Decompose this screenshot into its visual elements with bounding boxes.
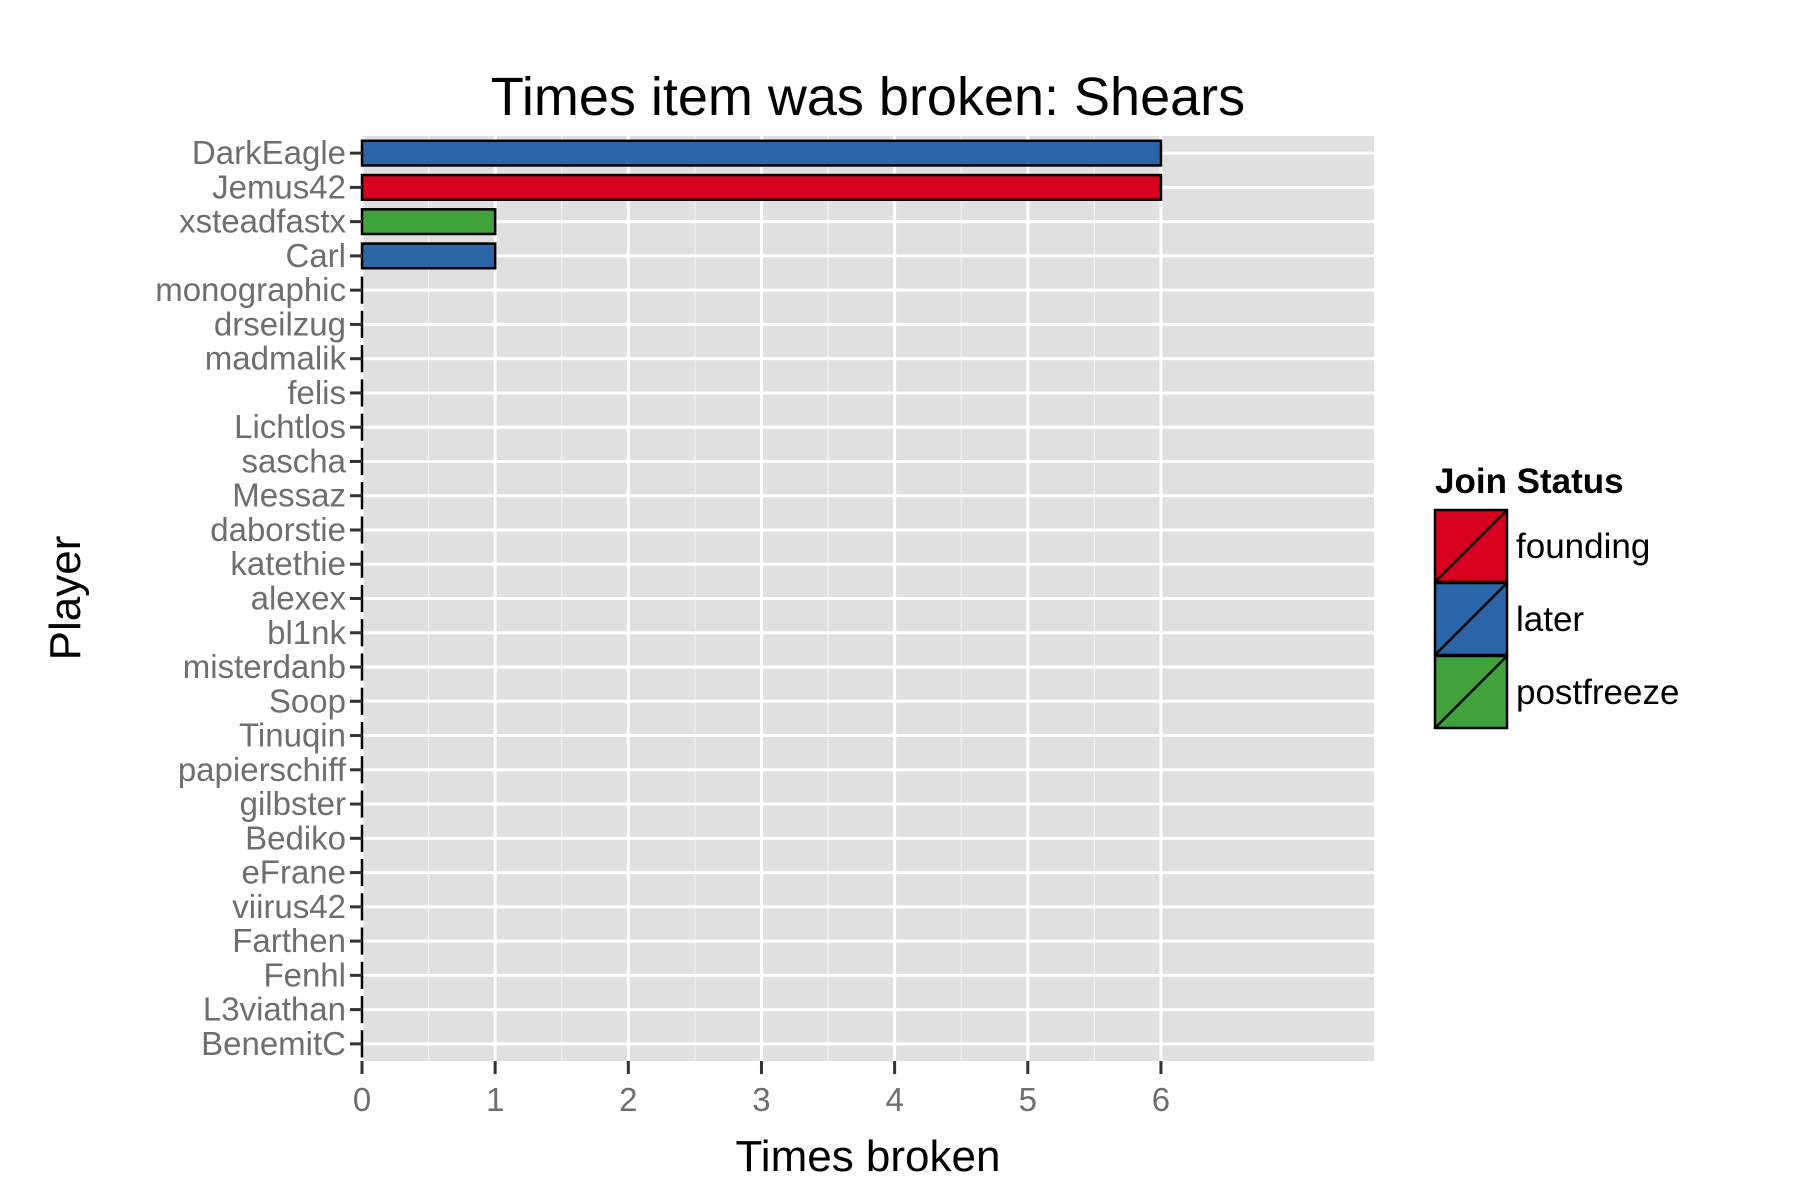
x-tick-label: 4: [885, 1081, 903, 1118]
legend-entries: founding later postfreeze: [1433, 508, 1679, 730]
bar-Carl: [360, 242, 497, 270]
y-tick-label: misterdanb: [183, 648, 346, 685]
x-axis: 0 1 2 3 4 5 6: [353, 1061, 1170, 1118]
legend-label-later: later: [1516, 600, 1584, 639]
y-tick-label: alexex: [251, 580, 347, 617]
y-tick-label: Tinuqin: [239, 717, 346, 754]
bar-DarkEagle: [360, 139, 1163, 167]
legend: Join Status founding later postfreeze: [1433, 462, 1679, 730]
y-tick-label: katethie: [230, 545, 346, 582]
y-tick-label: daborstie: [210, 511, 346, 548]
y-tick-label: papierschiff: [178, 751, 347, 788]
y-tick-label: DarkEagle: [192, 134, 346, 171]
x-tick-label: 6: [1152, 1081, 1170, 1118]
y-axis-label: Player: [41, 536, 90, 661]
bar-Jemus42: [360, 173, 1163, 201]
y-tick-label: Messaz: [232, 477, 346, 514]
y-tick-label: BenemitC: [201, 1025, 346, 1062]
y-tick-label: Soop: [269, 682, 346, 719]
y-tick-label: Carl: [285, 237, 346, 274]
x-tick-label: 5: [1019, 1081, 1037, 1118]
legend-label-postfreeze: postfreeze: [1516, 673, 1679, 712]
x-tick-label: 1: [486, 1081, 504, 1118]
y-tick-label: eFrane: [241, 854, 346, 891]
y-tick-label: viirus42: [232, 888, 346, 925]
y-tick-label: gilbster: [240, 785, 346, 822]
y-tick-label: felis: [287, 374, 346, 411]
x-tick-label: 0: [353, 1081, 371, 1118]
x-axis-label: Times broken: [736, 1132, 1001, 1181]
chart-title: Times item was broken: Shears: [491, 67, 1245, 127]
y-tick-label: Jemus42: [212, 168, 346, 205]
x-tick-label: 3: [752, 1081, 770, 1118]
y-tick-label: Bediko: [245, 819, 346, 856]
legend-swatch-diagonal: [1434, 582, 1508, 656]
legend-swatch-diagonal: [1434, 509, 1508, 583]
legend-label-founding: founding: [1516, 527, 1650, 566]
y-tick-label: Fenhl: [263, 956, 346, 993]
y-tick-label: bl1nk: [267, 614, 346, 651]
y-tick-label: sascha: [241, 442, 346, 479]
legend-title: Join Status: [1435, 462, 1624, 501]
y-tick-label: L3viathan: [203, 991, 346, 1028]
legend-swatch-diagonal: [1434, 655, 1508, 729]
y-tick-label: Farthen: [232, 922, 346, 959]
y-tick-label: xsteadfastx: [179, 203, 346, 240]
grid: [360, 136, 1374, 1061]
y-tick-label: drseilzug: [214, 305, 346, 342]
x-tick-label: 2: [619, 1081, 637, 1118]
y-tick-label: madmalik: [205, 340, 347, 377]
y-tick-label: Lichtlos: [234, 408, 346, 445]
bar-xsteadfastx: [360, 208, 497, 236]
y-axis: DarkEagleJemus42xsteadfastxCarlmonograph…: [155, 134, 362, 1062]
y-tick-label: monographic: [155, 271, 346, 308]
